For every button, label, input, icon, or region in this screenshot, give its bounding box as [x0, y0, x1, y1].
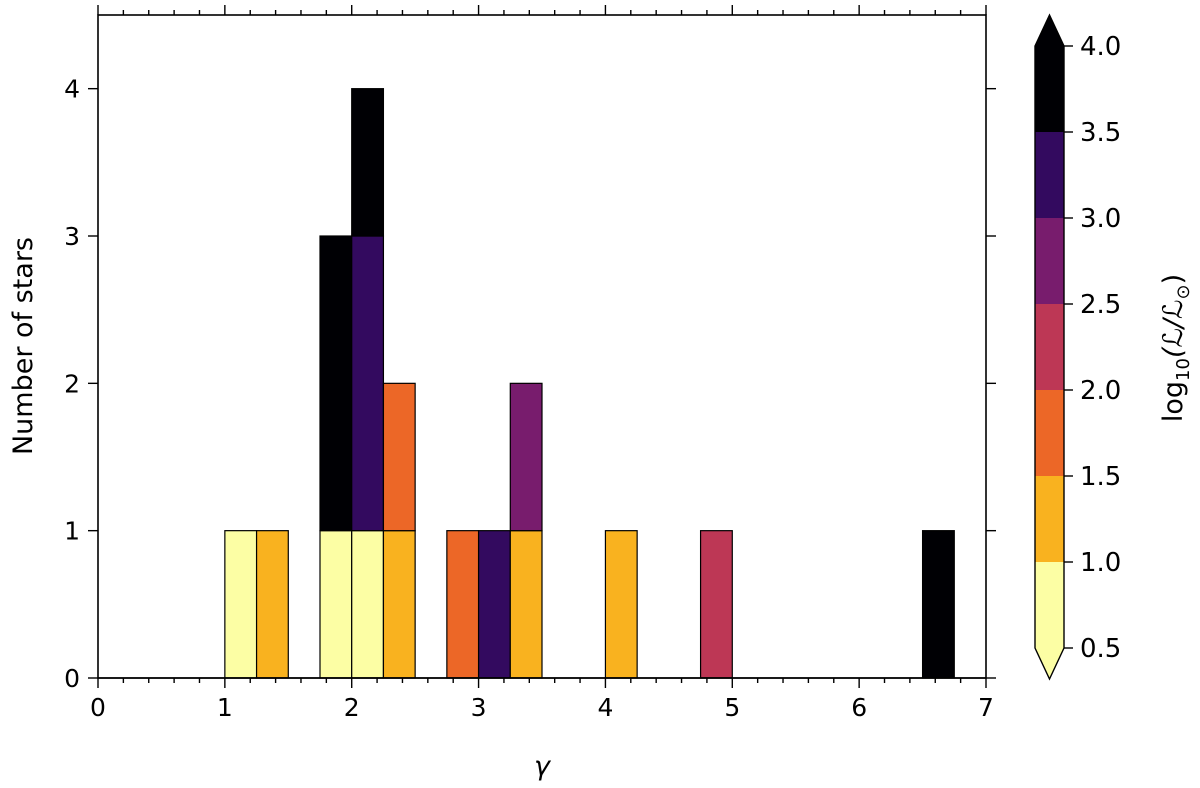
colorbar-tick-label: 4.0 — [1080, 32, 1121, 62]
histogram-bar — [319, 235, 353, 532]
bars-group — [98, 88, 986, 679]
colorbar-tick-label: 0.5 — [1080, 634, 1121, 664]
x-tick-label: 4 — [597, 693, 613, 722]
histogram-bar — [446, 530, 480, 679]
histogram-bar — [604, 530, 638, 679]
colorbar-segment — [1035, 132, 1064, 218]
colorbar-tick-label: 1.5 — [1080, 462, 1121, 492]
colorbar-label-prefix: log — [1158, 381, 1189, 422]
colorbar-tick-label: 2.0 — [1080, 376, 1121, 406]
x-tick-label: 0 — [90, 693, 106, 722]
histogram-bar — [382, 530, 416, 679]
x-tick-label: 2 — [344, 693, 360, 722]
colorbar-label-close: ) — [1158, 274, 1189, 285]
histogram-bar — [351, 235, 385, 532]
y-tick-label: 0 — [64, 664, 80, 693]
colorbar-extend-max — [1035, 15, 1064, 46]
tick-labels: 0 1 2 3 4 5 6 7 0 1 2 3 4 — [64, 75, 994, 722]
histogram-bar — [255, 530, 289, 679]
histogram-bar — [351, 88, 385, 237]
colorbar: 0.5 1.0 1.5 2.0 2.5 3.0 3.5 4.0 — [1034, 13, 1121, 681]
histogram-bar — [224, 530, 258, 679]
x-tick-label: 3 — [471, 693, 487, 722]
histogram-bar — [699, 530, 733, 679]
colorbar-segment — [1035, 46, 1064, 132]
histogram-bar — [382, 382, 416, 532]
y-axis-label: Number of stars — [8, 237, 39, 455]
y-tick-label: 4 — [64, 75, 80, 104]
x-tick-label: 7 — [978, 693, 994, 722]
histogram-bar — [477, 530, 511, 679]
colorbar-tick-label: 2.5 — [1080, 290, 1121, 320]
y-tick-label: 3 — [64, 222, 80, 251]
x-tick-label: 1 — [217, 693, 233, 722]
colorbar-segment — [1035, 390, 1064, 476]
colorbar-segment — [1035, 562, 1064, 648]
x-tick-label: 5 — [724, 693, 740, 722]
colorbar-extend-min — [1035, 648, 1064, 679]
colorbar-label-suffix: (ℒ/ℒ — [1158, 300, 1189, 359]
colorbar-label-sun-sub: ⊙ — [1173, 284, 1194, 299]
colorbar-segment — [1035, 218, 1064, 304]
histogram-bar — [921, 530, 955, 679]
colorbar-label-sub: 10 — [1173, 358, 1194, 381]
colorbar-label: log10(ℒ/ℒ⊙) — [1158, 274, 1194, 422]
histogram-bar — [509, 382, 543, 532]
colorbar-segment — [1035, 304, 1064, 390]
histogram-bar — [509, 530, 543, 679]
plot-frame — [97, 14, 987, 679]
x-tick-label: 6 — [851, 693, 867, 722]
histogram-bar — [319, 530, 353, 679]
colorbar-segment — [1035, 476, 1064, 562]
x-axis-label: γ — [534, 751, 552, 782]
colorbar-tick-label: 3.0 — [1080, 204, 1121, 234]
colorbar-tick-label: 1.0 — [1080, 548, 1121, 578]
y-tick-label: 1 — [64, 517, 80, 546]
histogram-bar — [351, 530, 385, 679]
colorbar-tick-label: 3.5 — [1080, 118, 1121, 148]
axis-ticks — [88, 5, 996, 688]
plot-area — [88, 5, 996, 688]
y-tick-label: 2 — [64, 369, 80, 398]
